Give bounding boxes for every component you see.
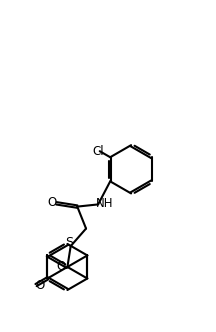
Text: O: O — [56, 261, 65, 274]
Text: NH: NH — [95, 197, 113, 210]
Text: O: O — [35, 279, 45, 291]
Text: Cl: Cl — [93, 145, 105, 158]
Text: O: O — [47, 196, 57, 209]
Text: S: S — [66, 236, 74, 249]
